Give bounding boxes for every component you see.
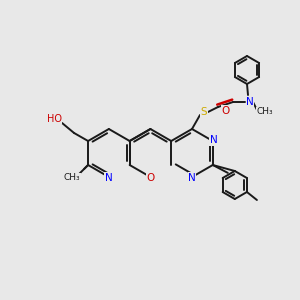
Text: CH₃: CH₃ xyxy=(64,173,80,182)
Text: HO: HO xyxy=(46,114,62,124)
Text: O: O xyxy=(221,106,229,116)
Text: CH₃: CH₃ xyxy=(257,107,273,116)
Text: O: O xyxy=(146,173,154,183)
Text: N: N xyxy=(105,173,113,183)
Text: S: S xyxy=(201,107,207,117)
Text: N: N xyxy=(246,97,254,107)
Text: N: N xyxy=(210,135,218,145)
Text: N: N xyxy=(188,173,196,183)
